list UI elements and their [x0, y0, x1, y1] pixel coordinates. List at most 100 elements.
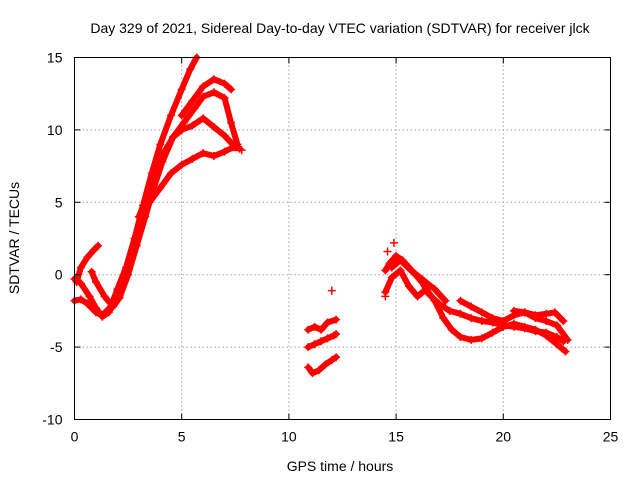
- data-point: [166, 169, 175, 178]
- data-point: [156, 183, 165, 192]
- data-point: [308, 369, 317, 378]
- data-point: [177, 125, 186, 134]
- isolated-data-point: [383, 247, 392, 256]
- x-tick-label: 25: [603, 429, 619, 445]
- data-point: [542, 331, 551, 340]
- series-track-1: [71, 54, 200, 319]
- data-point: [439, 314, 448, 323]
- data-point: [85, 292, 94, 301]
- data-point: [160, 147, 169, 156]
- data-point: [413, 292, 422, 301]
- data-point: [188, 96, 197, 105]
- data-point: [220, 147, 229, 156]
- data-point: [304, 325, 313, 334]
- data-point: [145, 198, 154, 207]
- data-point: [314, 366, 323, 375]
- data-point: [100, 292, 109, 301]
- data-point: [488, 328, 497, 337]
- data-point: [456, 309, 465, 318]
- data-point: [199, 114, 208, 123]
- data-point: [445, 306, 454, 315]
- data-point: [552, 332, 561, 341]
- data-point: [76, 295, 85, 304]
- data-point: [177, 160, 186, 169]
- data-point: [76, 263, 85, 272]
- data-point: [559, 317, 568, 326]
- grid: [74, 57, 611, 420]
- data-point: [94, 241, 103, 250]
- data-point: [510, 319, 519, 328]
- data-point: [227, 85, 236, 94]
- data-point: [396, 256, 405, 265]
- data-point: [531, 325, 540, 334]
- data-point: [87, 267, 96, 276]
- x-tick-label: 10: [281, 429, 297, 445]
- data-point: [209, 151, 218, 160]
- data-point: [179, 118, 188, 127]
- data-point: [209, 123, 218, 132]
- data-point: [220, 79, 229, 88]
- data-point: [387, 263, 396, 272]
- data-point: [199, 149, 208, 158]
- data-point: [188, 121, 197, 130]
- data-point: [561, 347, 570, 356]
- data-point: [407, 266, 416, 275]
- data-point: [447, 325, 456, 334]
- data-point: [177, 111, 186, 120]
- data-point: [477, 334, 486, 343]
- data-point: [124, 270, 133, 279]
- data-point: [467, 314, 476, 323]
- isolated-data-point: [389, 238, 398, 247]
- data-point: [456, 332, 465, 341]
- data-point: [417, 275, 426, 284]
- data-point: [132, 241, 141, 250]
- data-point: [83, 299, 92, 308]
- data-point: [387, 273, 396, 282]
- data-point: [151, 169, 160, 178]
- data-point: [190, 104, 199, 113]
- data-point: [520, 322, 529, 331]
- y-tick-label: 10: [47, 122, 63, 138]
- data-point: [98, 312, 107, 321]
- x-tick-label: 15: [388, 429, 404, 445]
- data-point: [177, 85, 186, 94]
- data-point: [317, 337, 326, 346]
- axis-ticks: 0 5 10 15 20 25 -10 -5 0 5 10 15: [42, 50, 618, 445]
- data-point: [310, 322, 319, 331]
- data-point: [166, 111, 175, 120]
- x-tick-label: 0: [71, 429, 79, 445]
- data-point: [430, 296, 439, 305]
- isolated-data-point: [381, 292, 390, 301]
- data-point: [109, 302, 118, 311]
- y-tick-label: 0: [55, 267, 63, 283]
- data-point: [143, 191, 152, 200]
- data-point: [321, 360, 330, 369]
- data-point: [477, 308, 486, 317]
- data-point: [552, 340, 561, 349]
- data-point: [550, 308, 559, 317]
- data-point: [542, 317, 551, 326]
- y-tick-label: -10: [42, 412, 62, 428]
- data-point: [467, 335, 476, 344]
- chart-title: Day 329 of 2021, Sidereal Day-to-day VTE…: [90, 20, 590, 36]
- data-point: [209, 88, 218, 97]
- data-point: [332, 315, 341, 324]
- plot-frame: [74, 57, 611, 420]
- series-track-13: [388, 257, 449, 304]
- x-tick-label: 20: [496, 429, 512, 445]
- y-tick-label: 15: [47, 50, 63, 66]
- data-point: [209, 75, 218, 84]
- data-point: [156, 140, 165, 149]
- data-point: [188, 154, 197, 163]
- data-point: [392, 251, 401, 260]
- data-point: [456, 296, 465, 305]
- data-point: [304, 343, 313, 352]
- data-point: [467, 302, 476, 311]
- data-point: [317, 325, 326, 334]
- data-point: [327, 356, 336, 365]
- data-point: [477, 317, 486, 326]
- data-point: [396, 266, 405, 275]
- data-point: [91, 277, 100, 286]
- data-point: [510, 306, 519, 315]
